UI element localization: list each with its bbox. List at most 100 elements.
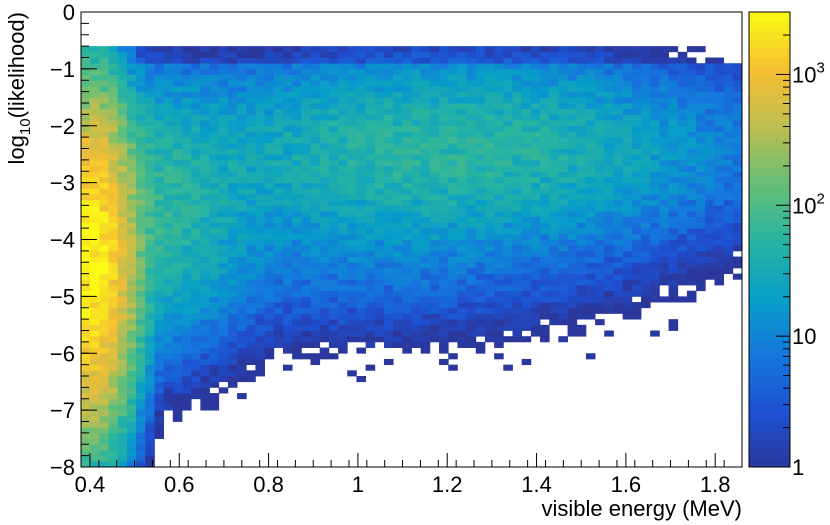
heatmap-cell — [99, 154, 109, 161]
heatmap-cell — [585, 171, 596, 178]
heatmap-cell — [145, 262, 155, 269]
heatmap-cell — [200, 341, 210, 348]
heatmap-cell — [420, 285, 431, 292]
heatmap-cell — [108, 347, 119, 354]
heatmap-cell — [310, 142, 321, 149]
heatmap-cell — [595, 216, 605, 223]
y-tick-label: −4 — [50, 228, 75, 253]
heatmap-cell — [237, 176, 247, 184]
heatmap-cell — [191, 313, 201, 320]
heatmap-cell — [310, 68, 321, 75]
heatmap-cell — [576, 120, 587, 127]
heatmap-cell — [209, 194, 220, 201]
heatmap-cell — [503, 296, 513, 303]
heatmap-cell — [383, 120, 394, 127]
heatmap-cell — [191, 46, 201, 53]
heatmap-cell — [494, 302, 504, 309]
heatmap-cell — [347, 250, 357, 257]
heatmap-cell — [200, 267, 210, 275]
heatmap-cell — [246, 347, 256, 354]
heatmap-cell — [99, 239, 109, 246]
heatmap-cell — [227, 353, 238, 360]
heatmap-cell — [383, 91, 394, 98]
heatmap-cell — [338, 176, 348, 184]
heatmap-cell — [282, 233, 293, 240]
heatmap-cell — [732, 85, 743, 93]
colorbar-segment — [749, 275, 790, 286]
heatmap-cell — [237, 91, 247, 98]
heatmap-cell — [540, 171, 550, 178]
heatmap-cell — [328, 205, 339, 212]
heatmap-cell — [439, 233, 449, 240]
heatmap-cell — [81, 302, 91, 309]
heatmap-cell — [292, 239, 302, 246]
heatmap-cell — [549, 267, 559, 275]
heatmap-cell — [356, 222, 366, 229]
heatmap-cell — [117, 114, 128, 121]
colorbar-segment — [749, 385, 790, 395]
heatmap-cell — [558, 239, 568, 246]
heatmap-cell — [209, 319, 220, 326]
heatmap-cell — [677, 142, 688, 149]
heatmap-cell — [641, 51, 651, 58]
heatmap-cell — [117, 68, 128, 75]
heatmap-cell — [218, 250, 229, 257]
heatmap-cell — [641, 256, 651, 263]
heatmap-cell — [732, 63, 743, 70]
heatmap-cell — [200, 154, 210, 161]
heatmap-cell — [595, 182, 605, 189]
heatmap-cell — [90, 285, 100, 292]
heatmap-cell — [714, 250, 725, 257]
heatmap-cell — [668, 262, 679, 269]
heatmap-cell — [338, 120, 348, 127]
heatmap-cell — [81, 324, 91, 331]
heatmap-cell — [136, 313, 146, 320]
heatmap-cell — [411, 250, 422, 257]
heatmap-cell — [338, 46, 348, 53]
heatmap-cell — [383, 336, 394, 343]
heatmap-cell — [439, 91, 449, 98]
heatmap-cell — [237, 63, 247, 70]
colorbar-segment — [749, 412, 790, 422]
heatmap-cell — [448, 97, 458, 104]
heatmap-cell — [540, 114, 550, 121]
heatmap-cell — [549, 285, 559, 292]
heatmap-cell — [641, 74, 651, 81]
heatmap-cell — [81, 222, 91, 229]
heatmap-cell — [282, 108, 293, 115]
heatmap-cell — [347, 313, 357, 320]
heatmap-cell — [99, 245, 109, 252]
heatmap-cell — [154, 216, 165, 223]
heatmap-cell — [521, 142, 532, 149]
heatmap-cell — [136, 125, 146, 132]
heatmap-cell — [540, 57, 550, 64]
heatmap-cell — [631, 233, 642, 240]
heatmap-cell — [494, 205, 504, 212]
heatmap-cell — [209, 228, 220, 235]
heatmap-cell — [282, 68, 293, 75]
heatmap-cell — [172, 330, 183, 337]
heatmap-cell — [411, 68, 422, 75]
heatmap-cell — [191, 165, 201, 172]
heatmap-cell — [668, 80, 679, 87]
heatmap-cell — [448, 245, 458, 252]
colorbar-segment — [749, 148, 790, 159]
heatmap-cell — [90, 421, 100, 428]
heatmap-cell — [595, 319, 605, 326]
heatmap-cell — [273, 85, 284, 93]
heatmap-cell — [374, 91, 385, 98]
heatmap-cell — [613, 46, 624, 53]
heatmap-cell — [521, 63, 532, 70]
heatmap-cell — [209, 262, 220, 269]
heatmap-cell — [154, 176, 165, 184]
heatmap-cell — [255, 211, 266, 218]
heatmap-cell — [181, 57, 192, 64]
heatmap-cell — [126, 427, 137, 434]
heatmap-cell — [292, 142, 302, 149]
heatmap-cell — [411, 256, 422, 263]
heatmap-cell — [540, 222, 550, 229]
heatmap-cell — [99, 103, 109, 110]
heatmap-cell — [136, 404, 146, 411]
heatmap-cell — [338, 114, 348, 121]
heatmap-cell — [393, 302, 403, 309]
